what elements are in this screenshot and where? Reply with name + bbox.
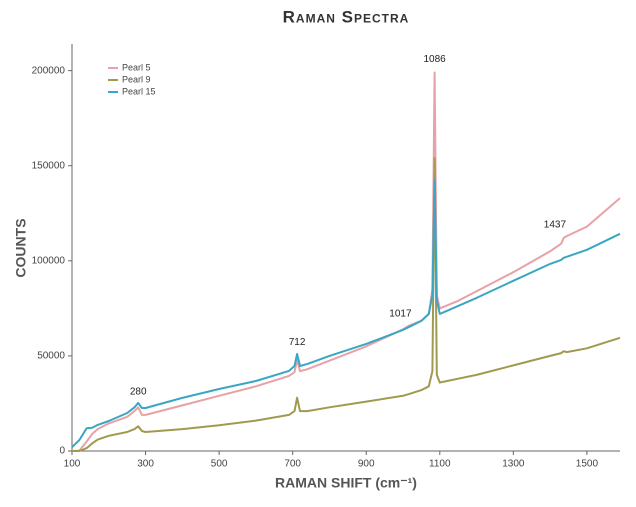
x-tick-label: 1500 [576,459,599,470]
peak-annotation: 712 [289,337,306,348]
y-axis-label: COUNTS [13,218,29,277]
peak-annotation: 1437 [544,219,567,230]
legend-label: Pearl 9 [122,74,151,84]
peak-annotation: 1086 [424,54,447,65]
y-tick-label: 150000 [32,160,66,171]
x-tick-label: 900 [358,459,375,470]
x-tick-label: 500 [211,459,228,470]
x-tick-label: 100 [64,459,81,470]
chart-title: Raman Spectra [283,7,410,26]
x-tick-label: 1100 [429,459,451,470]
series-line [71,178,621,448]
series-line [72,157,621,452]
y-tick-label: 50000 [37,351,65,362]
y-tick-label: 100000 [32,255,66,266]
x-axis-label: RAMAN SHIFT (cm⁻¹) [275,475,417,491]
x-tick-label: 700 [284,459,301,470]
peak-annotation: 280 [130,387,147,398]
x-tick-label: 1300 [502,459,525,470]
y-tick-label: 0 [59,446,65,457]
series-line [71,71,621,452]
x-tick-label: 300 [137,459,154,470]
legend-label: Pearl 5 [122,62,151,72]
peak-annotation: 1017 [389,309,412,320]
y-tick-label: 200000 [32,65,66,76]
legend-label: Pearl 15 [122,86,156,96]
